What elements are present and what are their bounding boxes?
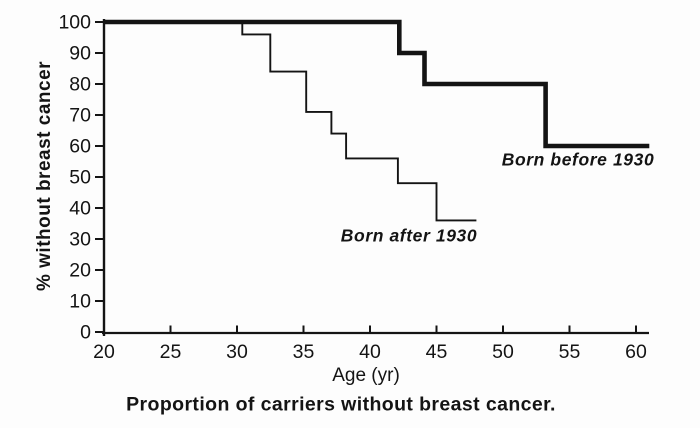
x-tick-label: 55 [559,341,581,363]
y-tick-label: 40 [69,198,91,220]
x-tick-label: 35 [293,341,315,363]
curve-label-born-before-1930: Born before 1930 [501,149,655,170]
y-tick-label: 90 [69,43,91,65]
x-tick-label: 45 [426,341,448,363]
y-axis-title: % without breast cancer [34,60,55,292]
x-tick-label: 30 [226,341,248,363]
y-tick-label: 0 [80,322,91,344]
y-tick-label: 50 [69,167,91,189]
y-tick-label: 30 [69,229,91,251]
y-tick-label: 60 [69,136,91,158]
x-tick-label: 60 [625,341,647,363]
x-axis-title: Age (yr) [332,365,400,386]
y-tick-label: 10 [69,291,91,313]
x-tick-label: 40 [359,341,381,363]
y-tick-label: 20 [69,260,91,282]
x-tick-label: 25 [160,341,182,363]
figure-caption: Proportion of carriers without breast ca… [126,393,556,416]
y-tick-label: 80 [69,74,91,96]
y-tick-label: 100 [58,12,91,34]
curve-label-born-after-1930: Born after 1930 [340,225,478,246]
y-tick-label: 70 [69,105,91,127]
curve-born-before-1930 [104,19,650,149]
x-tick-label: 50 [492,341,514,363]
x-tick-label: 20 [93,341,115,363]
curve-born-after-1930 [104,21,477,222]
